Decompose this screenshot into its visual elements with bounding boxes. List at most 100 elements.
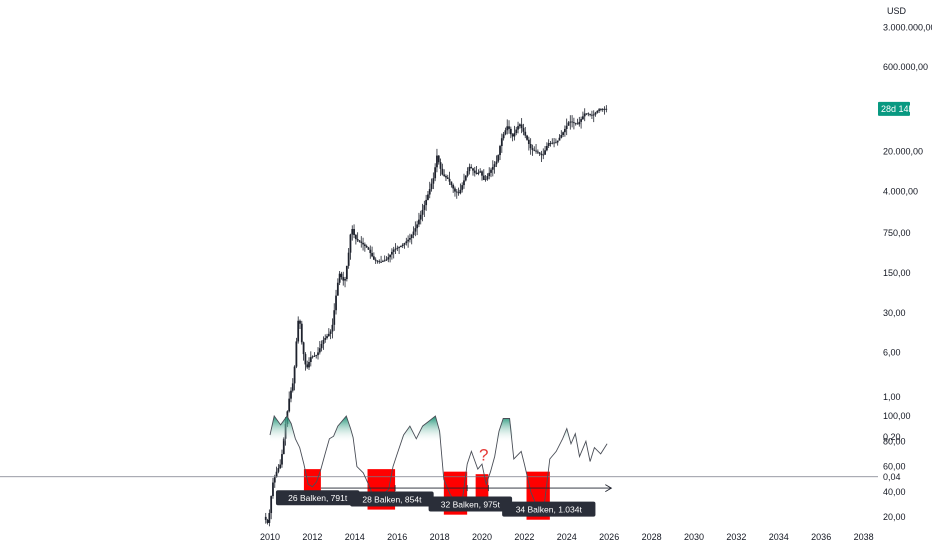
price-axis[interactable]: USD 3.000.000,00 600.000,00 20.000,00 4.000… [878,6,932,482]
candle-body [396,247,399,249]
candle-body [317,352,319,356]
candle-body [398,246,401,248]
candle-body [320,343,323,349]
candle-body [383,260,386,262]
candle-body [329,331,332,334]
candle-body [409,237,411,240]
candle-body [293,366,296,384]
candle-body [353,229,355,235]
candle-body [533,149,536,151]
candle-body [344,279,346,281]
measurement-label-box [350,491,434,507]
candle-body [369,249,372,254]
candle-body [324,338,327,340]
candle-body [299,320,301,324]
candle-body [464,175,467,181]
candle-body [401,244,404,247]
candle-body [272,482,274,497]
osc-tick-label: 100,00 [883,411,911,421]
candle-body [407,239,410,242]
candle-body [441,168,444,175]
candle-body [582,116,584,120]
time-tick-label: 2020 [472,532,492,542]
candle-body [509,128,512,135]
candle-body [578,121,581,125]
measurement-label-box [275,490,360,506]
candle-body [381,261,384,263]
candle-body [513,133,516,137]
time-tick-label: 2022 [514,532,534,542]
candle-body [520,124,523,129]
price-tick-label: 150,00 [883,268,911,278]
candle-body [592,114,595,116]
candle-body [511,134,514,137]
candle-body [351,229,354,235]
candle-body [414,228,417,232]
candle-body [551,142,554,144]
time-axis[interactable]: 2010 2012 2014 2016 2018 2020 2022 2024 2026 2028… [260,532,874,542]
price-tick-label: 6,00 [883,348,901,358]
question-mark: ? [479,445,488,464]
candle-body [488,172,491,177]
candle-body [376,260,379,262]
price-tick-label: 0,20 [883,432,901,442]
candle-body [526,135,528,140]
candle-body [264,516,267,520]
candle-body [322,339,325,344]
candle-body [279,464,282,469]
candle-body [556,140,559,143]
price-pane [264,105,608,527]
candle-body [304,354,307,365]
candle-body [423,205,426,210]
candle-body [477,172,480,174]
candle-body [437,155,440,163]
oscillator-line [269,414,608,513]
candle-body [601,109,604,110]
price-tick-label: 3.000.000,00 [883,22,932,32]
candle-body [524,131,527,136]
candle-body [270,496,273,514]
candle-body [490,169,492,173]
candle-body [470,166,473,169]
candle-body [421,209,424,215]
candle-body [385,259,388,261]
candle-body [277,468,280,472]
candle-body [291,383,294,391]
candle-body [529,144,532,149]
candle-body [481,171,483,176]
osc-tick-label: 60,00 [883,462,906,472]
price-tick-label: 30,00 [883,308,906,318]
candle-body [567,122,570,126]
currency-label: USD [887,6,907,16]
time-tick-label: 2016 [387,532,407,542]
osc-tick-label: 80,00 [883,436,906,446]
measurement-label: 28 Balken, 854t [362,494,422,504]
price-tick-label: 20.000,00 [883,147,923,157]
candle-body [585,113,588,115]
candle-body [598,109,601,111]
candle-body [275,471,278,478]
candle-body [349,234,352,253]
candle-body [553,142,555,144]
candle-body [425,199,428,206]
candle-body [536,151,539,153]
candle-body [484,179,487,181]
candle-body [427,194,429,200]
candle-body [594,112,597,115]
candle-body [565,125,568,129]
candle-body [562,132,564,136]
candle-body [410,234,413,238]
measurement-label-box [502,501,596,517]
candle-body [266,519,269,523]
candle-body [378,261,381,263]
candle-body [268,513,271,523]
time-tick-label: 2028 [642,532,662,542]
candle-body [400,246,402,247]
price-tick-label: 1,00 [883,392,901,402]
oscillator-axis[interactable]: 100,00 80,00 60,00 40,00 20,00 [883,411,911,522]
candle-body [282,438,285,455]
candle-body [545,145,548,151]
candle-body [367,247,370,250]
candle-body [416,224,419,229]
